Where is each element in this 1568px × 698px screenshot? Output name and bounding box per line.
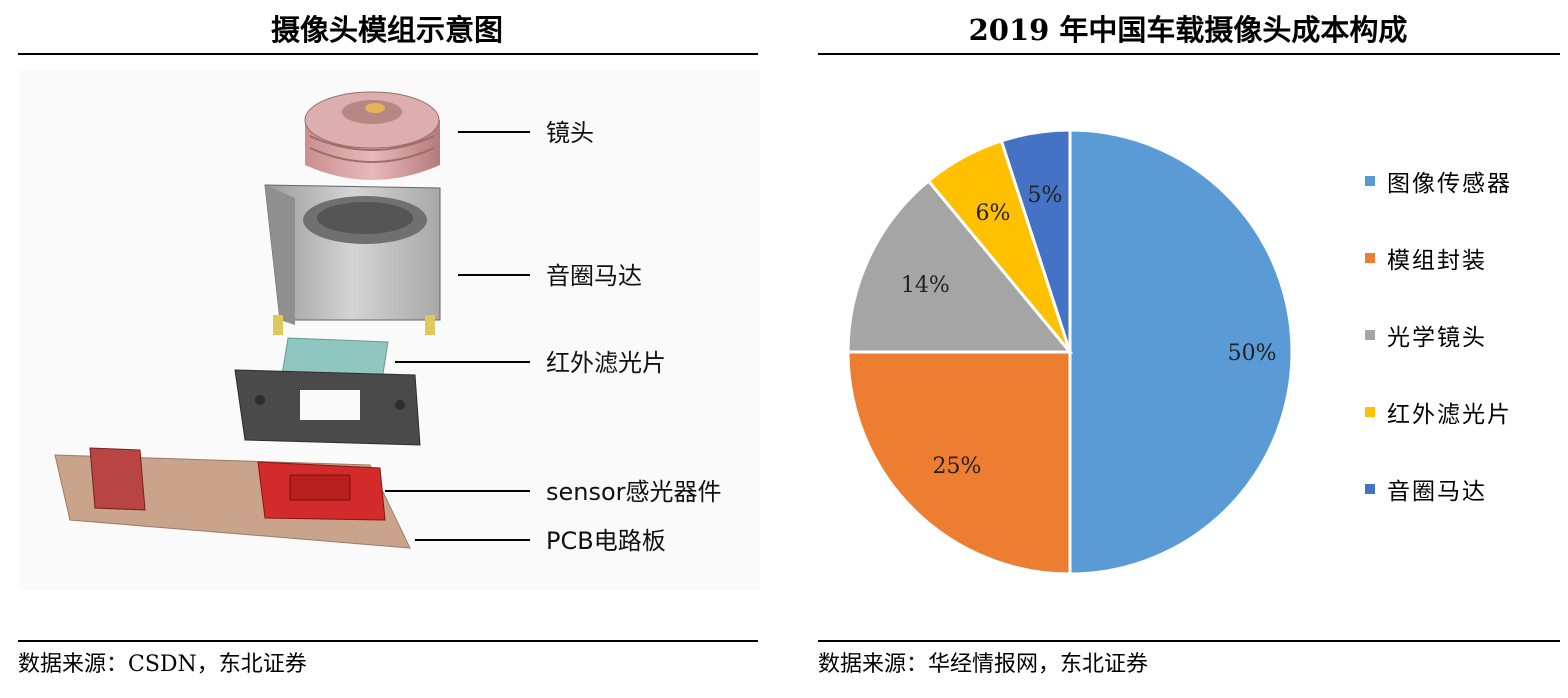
right-source-rule: [818, 640, 1560, 642]
camera-module-panel: 摄像头模组示意图: [0, 0, 780, 698]
vcm-label: 音圈马达: [546, 262, 642, 290]
lens-part: [304, 91, 440, 180]
pie-slice: [846, 178, 1074, 354]
pie-data-label: 50%: [1228, 341, 1277, 366]
left-panel-title: 摄像头模组示意图: [270, 13, 503, 47]
pcb-board-part: [54, 447, 411, 549]
sensor-label: sensor感光器件: [546, 478, 722, 506]
chart-title: 2019 年中国车载摄像头成本构成: [968, 13, 1408, 47]
legend-label: 模组封装: [1387, 248, 1487, 274]
pcb-label: PCB电路板: [546, 527, 666, 555]
legend-swatch: [1365, 253, 1375, 263]
pie-data-label: 5%: [1028, 183, 1063, 208]
cost-breakdown-panel: 2019 年中国车载摄像头成本构成 50% 25% 14% 6% 5% 图像传感器模组封…: [800, 0, 1568, 698]
legend-item: 音圈马达: [1365, 473, 1487, 505]
pie-labels: 50% 25% 14% 6% 5%: [901, 183, 1277, 479]
legend-swatch: [1365, 330, 1375, 340]
chart-legend: 图像传感器模组封装光学镜头红外滤光片音圈马达: [1365, 165, 1565, 525]
legend-item: 红外滤光片: [1365, 396, 1512, 428]
right-title-rule: [818, 53, 1560, 55]
pie-data-label: 6%: [976, 201, 1011, 226]
voice-coil-motor-part: [264, 184, 441, 335]
legend-swatch: [1365, 484, 1375, 494]
right-source-note: 数据来源：华经情报网，东北证券: [818, 652, 1149, 677]
filter-holder-part: [234, 369, 421, 446]
legend-swatch: [1365, 407, 1375, 417]
pie-slices: [846, 128, 1294, 576]
lens-label: 镜头: [546, 119, 594, 147]
pie-slice: [1068, 128, 1294, 576]
pie-data-label: 25%: [933, 454, 982, 479]
legend-label: 音圈马达: [1387, 479, 1487, 505]
pie-slice: [999, 128, 1072, 353]
legend-item: 图像传感器: [1365, 165, 1512, 197]
left-source-rule: [18, 640, 758, 642]
left-source-note: 数据来源：CSDN，东北证券: [18, 652, 307, 677]
legend-label: 光学镜头: [1387, 325, 1487, 351]
pie-data-label: 14%: [901, 273, 950, 298]
ir-filter-label: 红外滤光片: [546, 349, 666, 377]
legend-swatch: [1365, 176, 1375, 186]
cost-pie-chart: 50% 25% 14% 6% 5%: [846, 128, 1294, 576]
legend-item: 模组封装: [1365, 242, 1487, 274]
camera-module-diagram: 镜头 音圈马达 红外滤光片 sensor感光器件 PCB电路板: [20, 70, 760, 590]
pie-slice: [846, 350, 1072, 576]
legend-label: 红外滤光片: [1387, 402, 1512, 428]
legend-item: 光学镜头: [1365, 319, 1487, 351]
left-title-rule: [18, 53, 758, 55]
leader-lines: [385, 131, 530, 541]
legend-label: 图像传感器: [1387, 171, 1512, 197]
